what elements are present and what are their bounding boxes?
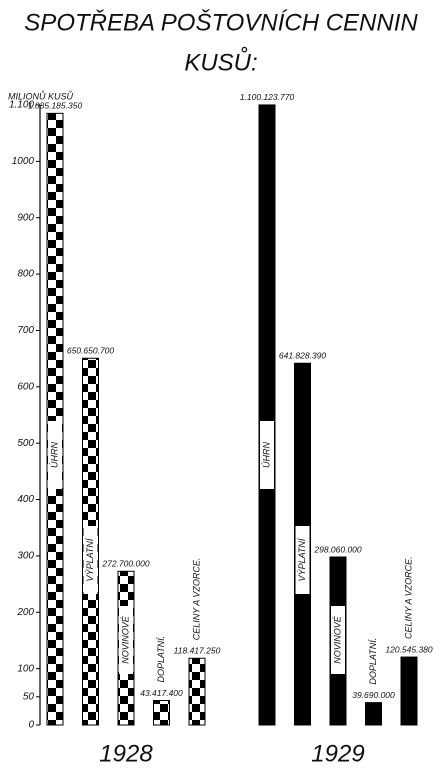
- y-tick-label: 200: [16, 607, 34, 618]
- bar: [153, 700, 170, 726]
- series-label: VÝPLATNÍ: [85, 537, 95, 581]
- label-box: [119, 606, 133, 674]
- y-tick-label: 600: [17, 381, 34, 392]
- value-label: 272.700.000: [101, 559, 150, 569]
- x-category-label: 1928: [99, 740, 153, 767]
- series-label: NOVINOVÉ: [332, 615, 342, 664]
- label-box: [83, 526, 98, 594]
- y-tick-label: 400: [17, 494, 34, 505]
- value-label: 1.085.185.350: [28, 101, 83, 111]
- series-label: CELINY A VZORCE.: [403, 556, 413, 639]
- value-label: 118.417.250: [174, 646, 221, 656]
- y-tick-label: 1000: [12, 156, 35, 167]
- value-label: 43.417.400: [140, 688, 183, 698]
- y-axis-label: MILIONŮ KUSŮ: [8, 90, 74, 101]
- series-label: DOPLATNÍ.: [156, 636, 166, 683]
- bar: [258, 104, 276, 726]
- chart-title: SPOTŘEBA POŠTOVNÍCH CENNIN: [24, 8, 418, 36]
- label-box: [295, 526, 310, 594]
- series-label: CELINY A VZORCE.: [191, 558, 201, 641]
- y-tick-label: 1.100: [9, 100, 34, 111]
- series-label: DOPLATNÍ.: [368, 638, 378, 685]
- bar: [46, 112, 64, 726]
- y-tick-label: 800: [17, 269, 34, 280]
- value-label: 39.690.000: [352, 690, 395, 700]
- x-category-label: 1929: [311, 740, 364, 767]
- value-label: 641.828.390: [279, 350, 327, 360]
- label-box: [331, 606, 345, 674]
- series-label: NOVINOVÉ: [120, 615, 130, 664]
- bar: [400, 656, 418, 726]
- bar: [188, 657, 206, 726]
- y-tick-label: 500: [17, 438, 34, 449]
- y-tick-label: 900: [17, 212, 34, 223]
- series-label: ÚHRN: [261, 442, 271, 468]
- series-label: ÚHRN: [49, 442, 59, 468]
- value-label: 120.545.380: [385, 644, 433, 654]
- series-label: VÝPLATNÍ: [297, 537, 307, 581]
- value-label: 1.100.123.770: [240, 92, 295, 102]
- bar: [365, 702, 382, 726]
- label-box: [48, 421, 62, 489]
- value-label: 650.650.700: [67, 346, 115, 356]
- y-tick-label: 100: [17, 663, 34, 674]
- y-tick-label: 300: [17, 551, 34, 562]
- y-tick-label: 50: [23, 691, 35, 702]
- value-label: 298.060.000: [313, 544, 362, 554]
- label-box: [260, 421, 274, 489]
- y-tick-label: 700: [17, 325, 34, 336]
- chart-subtitle: KUSŮ:: [184, 45, 257, 76]
- y-tick-label: 0: [28, 720, 34, 731]
